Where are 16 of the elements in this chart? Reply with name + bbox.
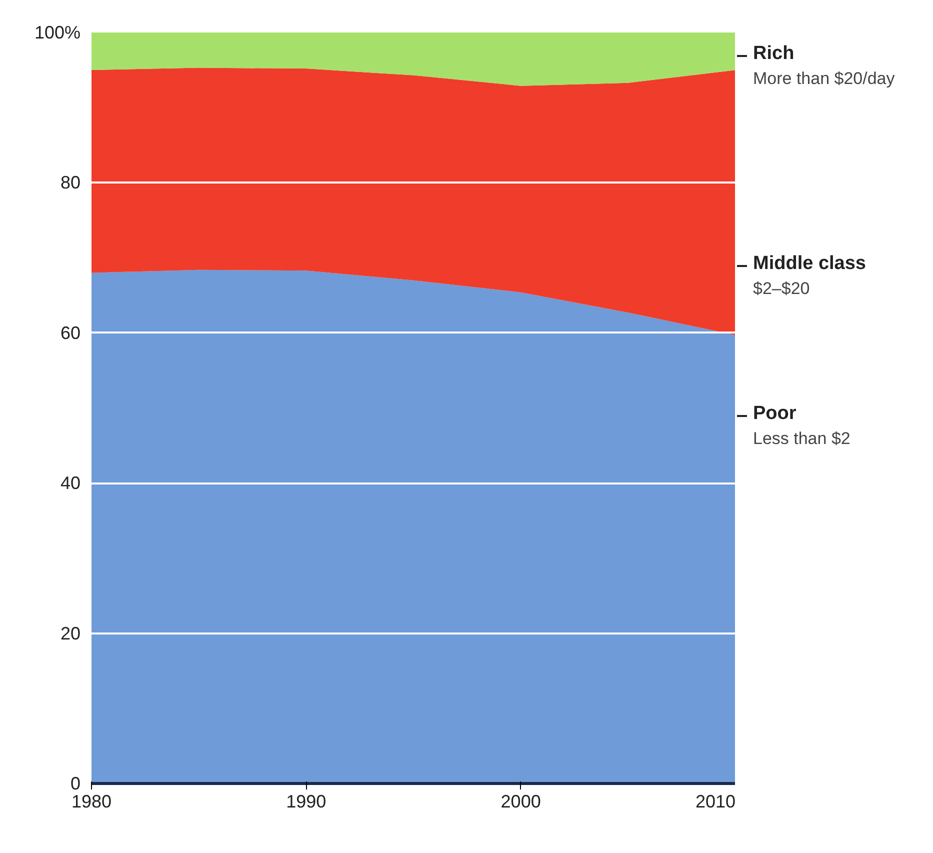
y-tick-label: 20: [60, 623, 81, 644]
text: Less than $2: [753, 429, 852, 449]
y-tick-label: 100%: [34, 22, 81, 42]
x-tick-label: 1980: [71, 792, 112, 812]
y-tick-label: 0: [70, 774, 81, 794]
text: $2–$20: [753, 279, 811, 299]
y-tick-label: 80: [60, 172, 81, 193]
x-tick-label: 2010: [695, 792, 736, 812]
text: More than $20/day: [753, 69, 896, 89]
series-label: Rich: [753, 43, 794, 65]
y-tick-label: 60: [60, 322, 81, 343]
series-label: Poor: [753, 403, 796, 425]
y-tick-label: 40: [60, 473, 81, 494]
x-tick-label: 2000: [500, 792, 541, 812]
series-label: Middle class: [753, 253, 866, 275]
x-tick-label: 1990: [286, 792, 326, 812]
